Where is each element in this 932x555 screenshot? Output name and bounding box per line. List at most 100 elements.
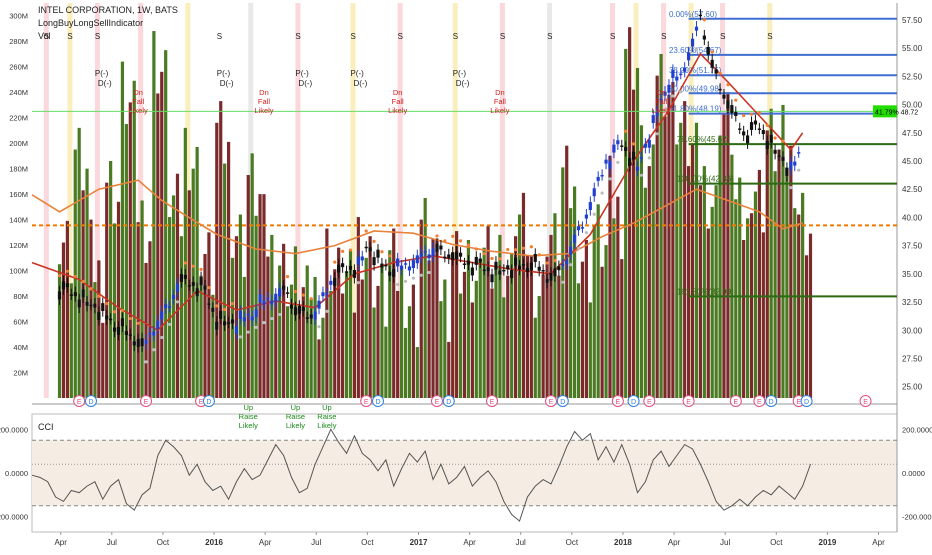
candle-body (356, 256, 360, 265)
fall-likely-marker: Likely (388, 106, 407, 115)
raise-likely-marker: Up (322, 403, 332, 412)
candle-body (274, 293, 278, 302)
volume-bar (777, 149, 781, 398)
volume-bar (219, 101, 223, 398)
volume-bar (179, 236, 184, 398)
price-tick-label: 57.50 (902, 16, 923, 25)
trailing-dot (168, 322, 172, 327)
candle-body (321, 292, 325, 297)
volume-bar (329, 290, 333, 398)
trailing-dot (207, 286, 211, 290)
candle-body (702, 35, 706, 40)
earnings-circle (859, 395, 872, 407)
candle-body (352, 269, 357, 278)
candle-body (490, 274, 494, 283)
volume-bar (624, 48, 628, 398)
volume-bar (651, 144, 655, 398)
candle-body (761, 130, 765, 135)
highlight-band-8 (397, 3, 403, 398)
candle-body (234, 325, 239, 334)
candle-body (156, 320, 160, 329)
candle-body (175, 283, 180, 292)
trailing-dot (183, 261, 187, 265)
candle-body (718, 88, 722, 91)
candle-body (730, 105, 734, 113)
volume-bar (431, 238, 435, 398)
volume-bar (683, 101, 687, 398)
trailing-dot (396, 282, 400, 287)
volume-bar (738, 177, 742, 398)
candle-body (317, 300, 321, 309)
highlight-band-9 (452, 3, 458, 398)
volume-tick-label: 240M (9, 88, 28, 97)
candle-body (423, 251, 427, 253)
volume-tick-label: 280M (9, 37, 28, 46)
candle-body (773, 149, 777, 154)
volume-tick-label: 100M (9, 267, 28, 276)
trailing-dot (230, 302, 235, 306)
candle-body (199, 277, 203, 286)
candle-body (364, 246, 368, 249)
candle-body (360, 256, 364, 261)
candle-body (368, 247, 372, 252)
trailing-dot (734, 98, 738, 102)
volume-bar (215, 122, 219, 398)
earnings-label: E (616, 399, 621, 406)
volume-bar (517, 214, 522, 398)
candle-body (384, 264, 388, 267)
candle-body (781, 156, 785, 161)
candle-body (85, 301, 89, 306)
candle-body (458, 252, 463, 257)
volume-bar (671, 82, 675, 398)
volume-bar (525, 255, 530, 398)
trailing-dot (710, 50, 714, 54)
candle-body (427, 254, 431, 259)
price-tick-label: 37.50 (902, 242, 923, 251)
volume-bar (423, 197, 427, 398)
candle-body (258, 294, 262, 303)
fibonacci-levels: 0.00%(57.60) 23.60%(54.67) 38.20%(51.76) 50… (669, 10, 897, 298)
dividend-label: D (206, 399, 211, 406)
cci-tick-right: 200.0000 (902, 425, 932, 434)
volume-bar (313, 276, 317, 398)
candle-body (203, 285, 207, 290)
volume-bar (144, 262, 148, 398)
candle-body (223, 321, 227, 326)
volume-bar (604, 245, 608, 398)
raise-likely-marker: Up (243, 403, 253, 412)
volume-bar (337, 247, 341, 398)
candle-body (576, 226, 581, 231)
fall-likely-marker: Fall (494, 97, 506, 106)
trailing-dot (270, 316, 274, 321)
candle-body (171, 295, 176, 300)
trailing-dot (136, 321, 140, 325)
highlight-band-2 (94, 3, 100, 398)
volume-bar (521, 192, 526, 398)
volume-tick-label: 120M (9, 241, 28, 250)
trailing-dot (175, 300, 180, 304)
volume-bar (576, 283, 581, 398)
trailing-dot (498, 257, 502, 261)
candle-body (793, 161, 797, 166)
time-tick-label: Jul (311, 538, 321, 547)
candle-body (580, 227, 585, 229)
candle-body (219, 310, 223, 319)
volume-bar (376, 285, 380, 398)
volume-bar (537, 296, 541, 398)
candle-body (679, 73, 683, 76)
fall-likely-marker: Likely (490, 106, 509, 115)
volume-bar (679, 122, 683, 398)
candle-body (435, 243, 439, 252)
candle-body (246, 314, 250, 316)
price-tick-label: 52.50 (902, 72, 923, 81)
volume-bar (506, 275, 510, 398)
volume-bar (553, 213, 557, 398)
fib-level-label: 78.60%(45.62) (677, 135, 730, 144)
highlight-band-7 (350, 3, 356, 398)
fib-level-label: 23.60%(54.67) (669, 46, 722, 55)
trailing-dot (435, 234, 439, 238)
raise-likely-marker: Raise (317, 412, 336, 421)
candle-body (592, 188, 596, 197)
fib-level-label: 0.00%(57.60) (669, 10, 717, 19)
